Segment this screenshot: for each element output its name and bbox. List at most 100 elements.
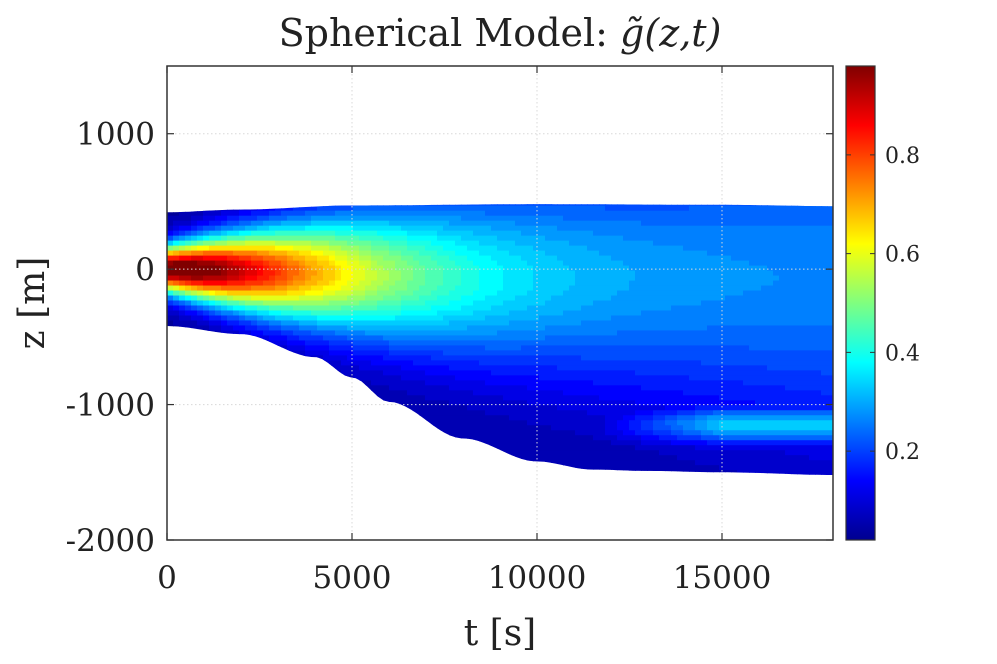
contour-cell <box>395 310 402 317</box>
contour-cell <box>395 470 402 475</box>
contour-cell <box>359 370 366 376</box>
contour-cell <box>341 220 348 227</box>
contour-cell <box>299 415 306 421</box>
contour-cell <box>473 245 480 252</box>
contour-cell <box>341 300 348 307</box>
contour-cell <box>329 220 336 227</box>
contour-cell <box>221 525 228 531</box>
contour-cell <box>461 230 468 237</box>
contour-cell <box>251 255 258 262</box>
contour-cell <box>173 220 180 227</box>
contour-cell <box>443 196 450 202</box>
contour-cell <box>425 161 432 167</box>
contour-cell <box>455 86 462 92</box>
contour-cell <box>389 285 396 292</box>
contour-cell <box>377 66 384 72</box>
contour-cell <box>341 305 348 312</box>
contour-cell <box>251 465 258 471</box>
contour-cell <box>191 106 198 112</box>
contour-cell <box>455 420 462 426</box>
contour-cell <box>431 380 438 386</box>
contour-cell <box>233 235 240 242</box>
contour-cell <box>209 136 216 142</box>
contour-cell <box>209 171 216 177</box>
contour-cell <box>389 385 396 391</box>
contour-cell <box>251 205 258 212</box>
contour-cell <box>173 205 180 212</box>
contour-cell <box>473 360 480 366</box>
contour-cell <box>257 365 264 371</box>
contour-cell <box>329 415 336 421</box>
contour-cell <box>461 475 468 481</box>
contour-cell <box>473 455 480 461</box>
contour-cell <box>167 265 174 272</box>
contour-cell <box>389 81 396 87</box>
contour-cell <box>203 445 210 451</box>
contour-cell <box>353 450 360 456</box>
contour-cell <box>437 196 444 202</box>
contour-cell <box>371 186 378 192</box>
contour-cell <box>479 166 486 172</box>
contour-cell <box>251 340 258 347</box>
contour-cell <box>227 360 234 366</box>
contour-cell <box>461 500 468 506</box>
contour-cell <box>215 410 222 416</box>
contour-cell <box>455 440 462 446</box>
contour-cell <box>473 495 480 501</box>
contour-cell <box>215 420 222 426</box>
contour-cell <box>221 81 228 87</box>
contour-cell <box>317 176 324 182</box>
contour-cell <box>461 161 468 167</box>
contour-cell <box>203 166 210 172</box>
contour-cell <box>239 161 246 167</box>
contour-cell <box>203 121 210 127</box>
contour-cell <box>473 340 480 347</box>
contour-cell <box>287 405 294 411</box>
contour-cell <box>299 204 306 207</box>
contour-cell <box>179 410 186 416</box>
contour-cell <box>467 365 474 371</box>
contour-cell <box>311 430 318 436</box>
contour-cell <box>467 205 474 212</box>
contour-cell <box>413 465 420 471</box>
contour-cell <box>215 275 222 282</box>
contour-cell <box>209 186 216 192</box>
contour-cell <box>467 136 474 142</box>
contour-cell <box>233 151 240 157</box>
contour-cell <box>323 490 330 496</box>
contour-cell <box>305 265 312 272</box>
contour-cell <box>173 340 180 347</box>
contour-cell <box>179 375 186 381</box>
contour-cell <box>425 106 432 112</box>
contour-cell <box>353 460 360 466</box>
contour-cell <box>305 116 312 122</box>
contour-cell <box>221 285 228 292</box>
contour-cell <box>329 365 336 371</box>
contour-cell <box>251 335 258 342</box>
contour-cell <box>395 260 402 267</box>
contour-cell <box>347 240 354 247</box>
contour-cell <box>437 495 444 501</box>
contour-cell <box>167 285 174 292</box>
contour-cell <box>275 270 282 277</box>
contour-cell <box>287 510 294 516</box>
contour-cell <box>371 490 378 496</box>
contour-cell <box>263 360 270 366</box>
contour-cell <box>299 495 306 501</box>
contour-cell <box>311 370 318 376</box>
contour-cell <box>413 156 420 162</box>
contour-cell <box>437 500 444 506</box>
contour-cell <box>185 205 192 212</box>
contour-cell <box>401 204 408 207</box>
contour-cell <box>371 350 378 356</box>
contour-cell <box>371 196 378 202</box>
contour-cell <box>341 405 348 411</box>
contour-cell <box>401 510 408 516</box>
contour-cell <box>191 126 198 132</box>
contour-cell <box>395 101 402 107</box>
contour-cell <box>359 395 366 401</box>
contour-cell <box>257 161 264 167</box>
contour-cell <box>353 121 360 127</box>
contour-cell <box>323 101 330 107</box>
contour-cell <box>317 196 324 202</box>
